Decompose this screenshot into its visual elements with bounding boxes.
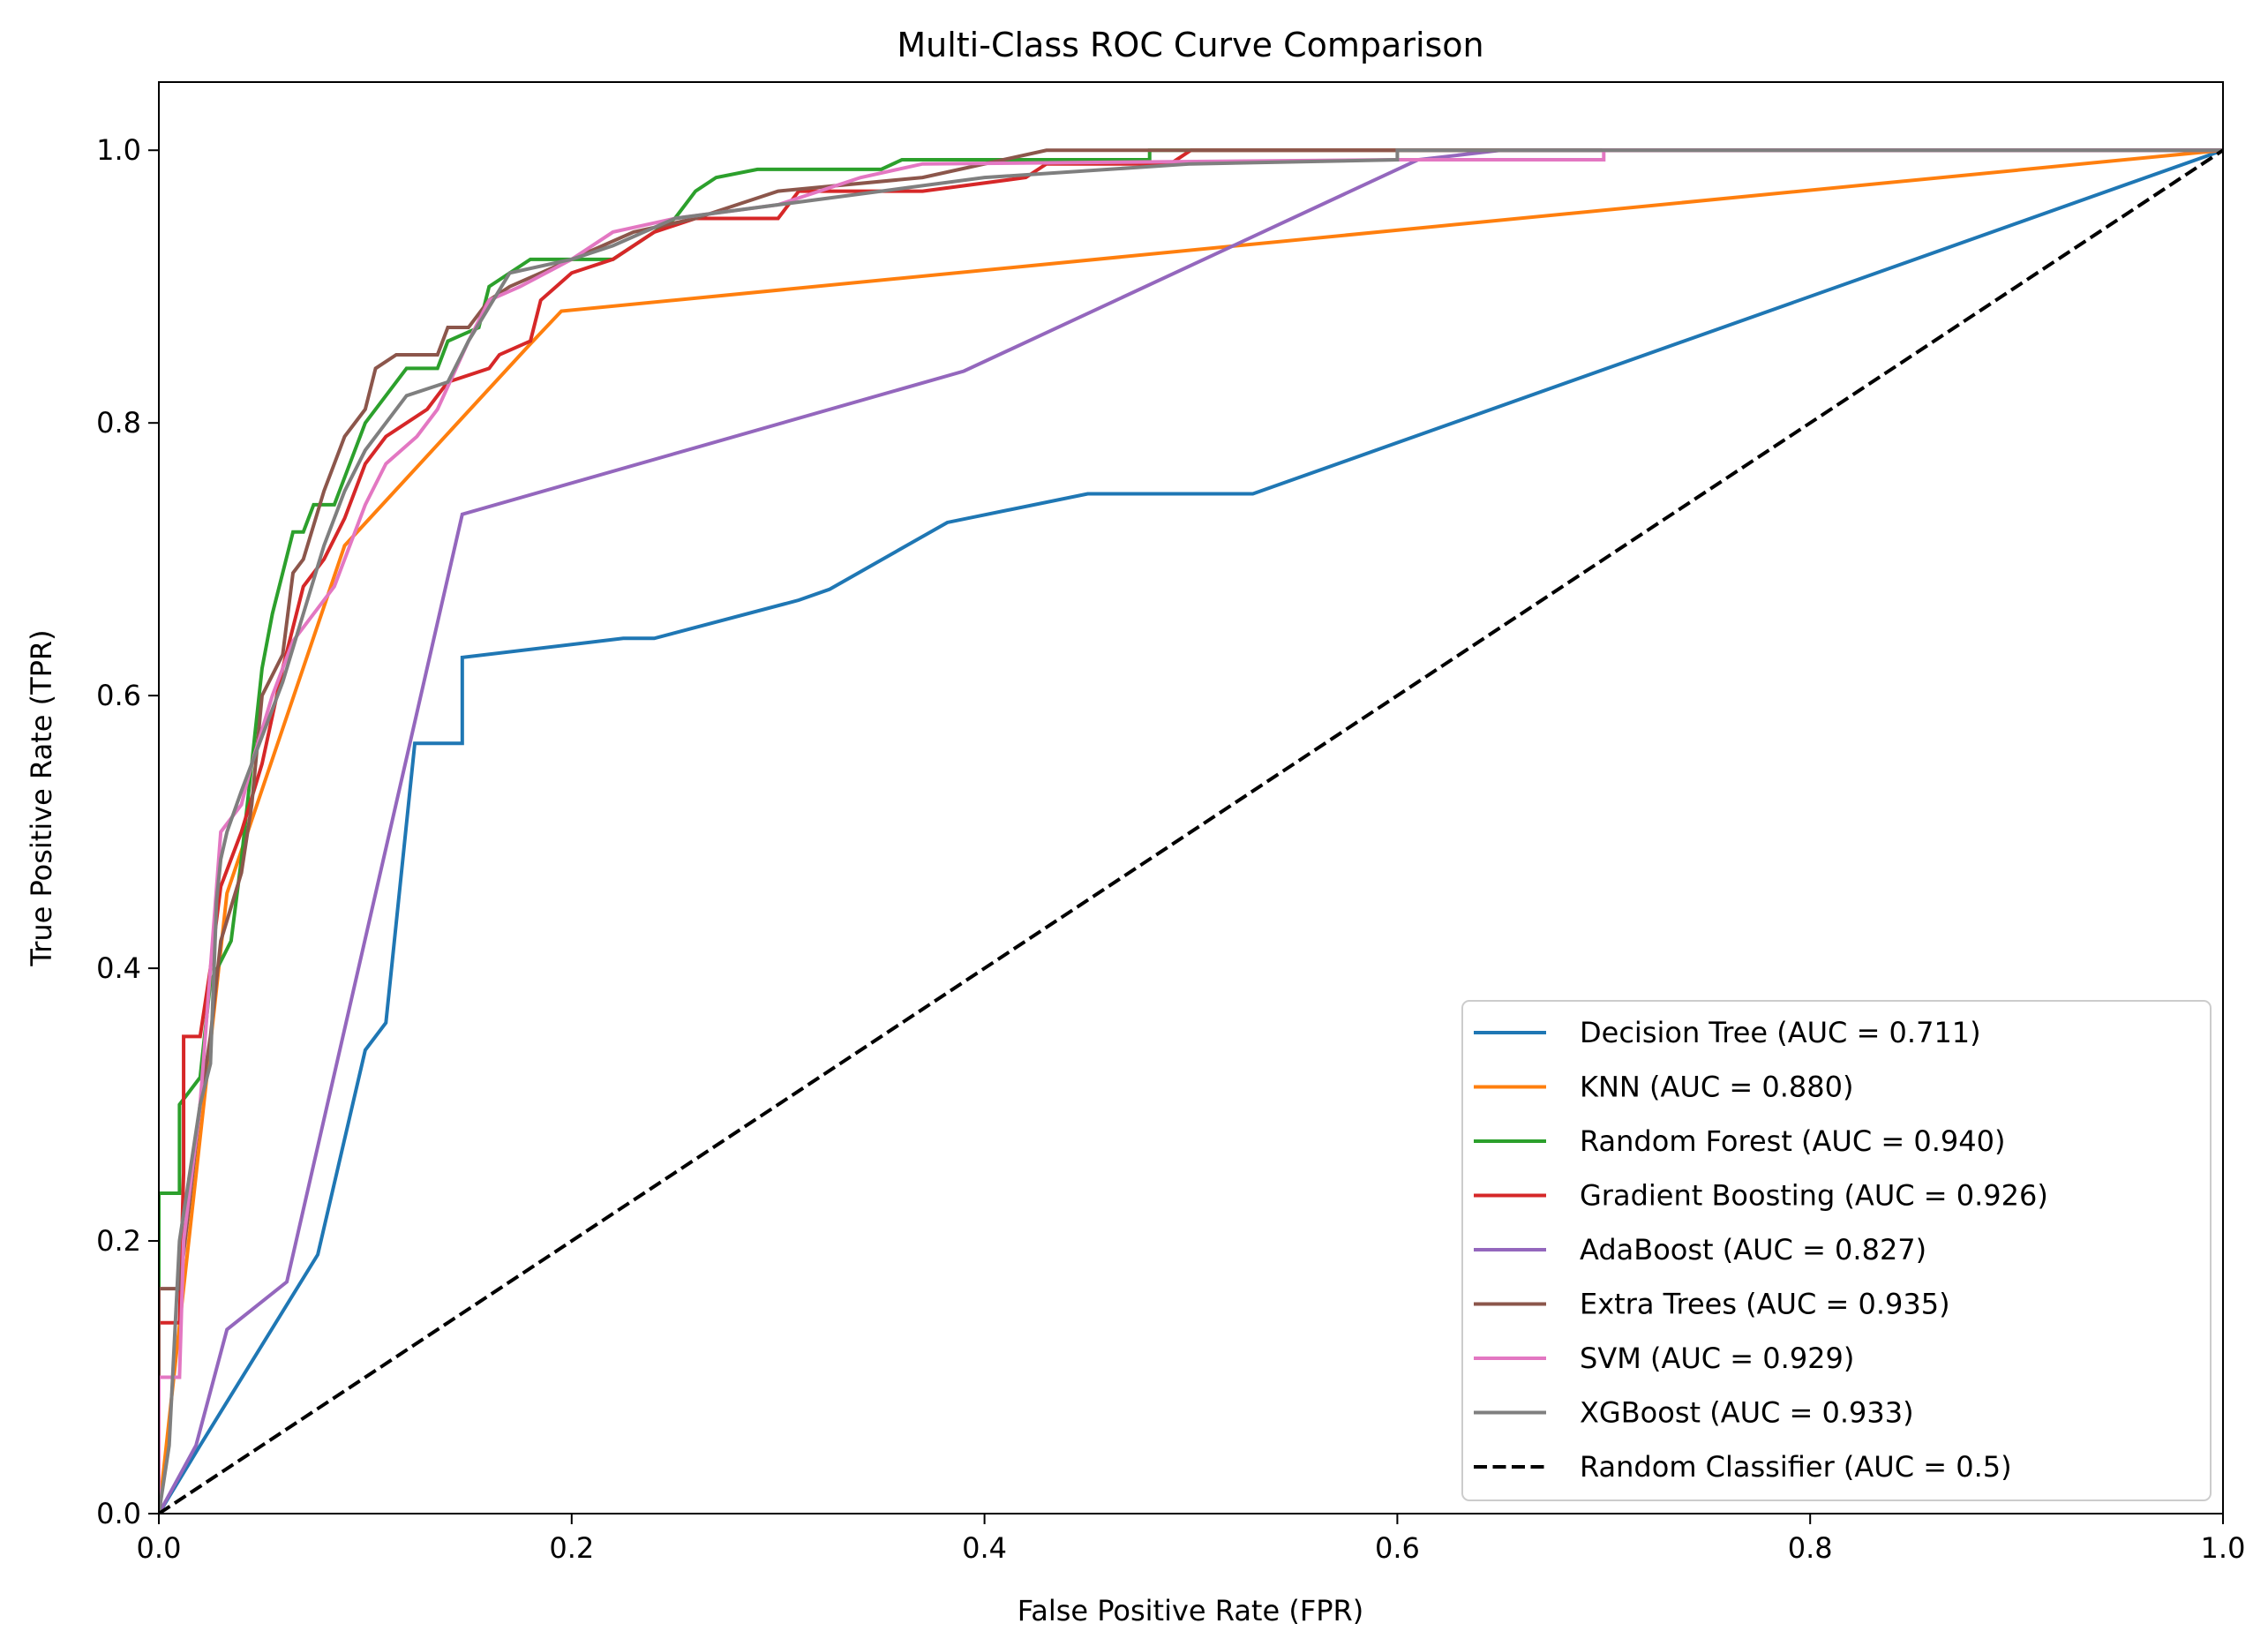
series-line-6 [159, 148, 2223, 1514]
series-line-7 [159, 148, 2223, 1514]
plot-frame [158, 81, 2224, 1514]
x-tick-label: 1.0 [2201, 1531, 2246, 1565]
y-tick-label: 0.0 [96, 1497, 141, 1530]
y-axis: 0.0 0.2 0.4 0.6 0.8 1.0 [96, 133, 159, 1530]
legend-label-3: Gradient Boosting (AUC = 0.926) [1580, 1179, 2048, 1213]
legend-label-0: Decision Tree (AUC = 0.711) [1580, 1016, 1981, 1049]
y-tick-label: 1.0 [96, 133, 141, 167]
x-tick-label: 0.0 [137, 1531, 182, 1565]
legend-label-7: XGBoost (AUC = 0.933) [1580, 1396, 1914, 1430]
legend-label-2: Random Forest (AUC = 0.940) [1580, 1124, 2005, 1158]
legend: Decision Tree (AUC = 0.711) KNN (AUC = 0.… [1461, 1000, 2212, 1501]
series-line-2 [159, 148, 2223, 1514]
x-tick-label: 0.4 [962, 1531, 1007, 1565]
legend-label-8: Random Classifier (AUC = 0.5) [1580, 1450, 2012, 1484]
series-line-0 [159, 148, 2223, 1514]
y-tick-label: 0.4 [96, 951, 141, 985]
series-line-8 [159, 148, 2223, 1514]
y-tick-label: 0.2 [96, 1224, 141, 1258]
legend-items: Decision Tree (AUC = 0.711) KNN (AUC = 0.… [1474, 1016, 2048, 1484]
legend-label-6: SVM (AUC = 0.929) [1580, 1342, 1854, 1375]
x-tick-label: 0.6 [1375, 1531, 1420, 1565]
y-tick-label: 0.8 [96, 406, 141, 440]
x-tick-label: 0.2 [549, 1531, 594, 1565]
series-line-5 [159, 148, 2223, 1514]
legend-label-4: AdaBoost (AUC = 0.827) [1580, 1233, 1926, 1266]
legend-label-5: Extra Trees (AUC = 0.935) [1580, 1288, 1950, 1321]
y-axis-label: True Positive Rate (TPR) [25, 629, 58, 966]
x-axis: 0.0 0.2 0.4 0.6 0.8 1.0 [137, 1514, 2246, 1565]
x-tick-label: 0.8 [1788, 1531, 1833, 1565]
chart-title: Multi-Class ROC Curve Comparison [897, 26, 1483, 64]
x-axis-label: False Positive Rate (FPR) [1018, 1594, 1363, 1627]
series-line-4 [159, 148, 2223, 1514]
series-layer [159, 148, 2223, 1514]
y-tick-label: 0.6 [96, 679, 141, 712]
legend-box [1461, 1000, 2212, 1501]
legend-label-1: KNN (AUC = 0.880) [1580, 1071, 1853, 1104]
